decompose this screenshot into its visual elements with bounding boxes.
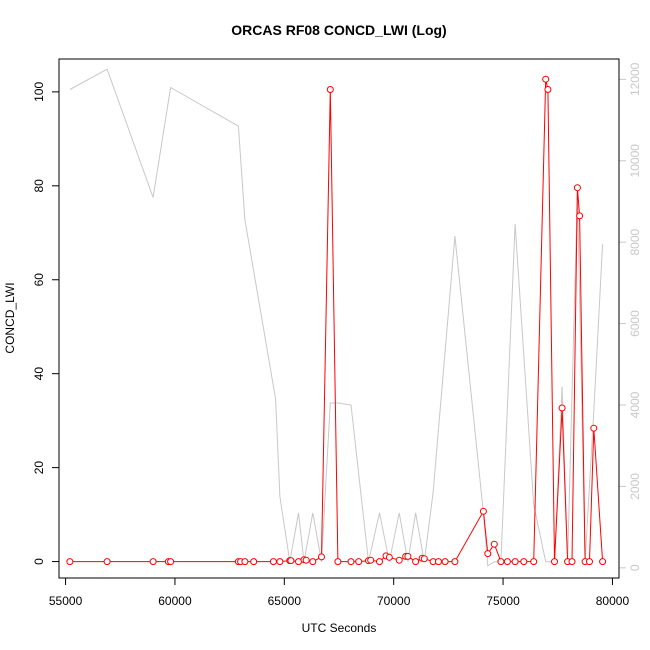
data-point bbox=[376, 558, 383, 566]
data-point bbox=[451, 558, 459, 566]
data-point bbox=[250, 558, 258, 566]
y2-tick-label: 2000 bbox=[628, 473, 642, 500]
data-point bbox=[511, 558, 519, 566]
data-point bbox=[395, 556, 403, 564]
axes: 55000 60000 65000 70000 75000 800000204060801… bbox=[32, 62, 642, 608]
x-tick-label: 80000 bbox=[596, 594, 630, 608]
y-axis-label: CONCD_LWI bbox=[3, 282, 17, 353]
data-point bbox=[420, 555, 428, 563]
data-point bbox=[326, 86, 334, 93]
data-point bbox=[497, 558, 505, 566]
data-point bbox=[520, 558, 528, 566]
series-primary bbox=[66, 75, 607, 566]
data-point bbox=[573, 184, 581, 192]
data-point bbox=[66, 558, 74, 566]
y-tick-label: 100 bbox=[32, 82, 46, 102]
x-tick-label: 55000 bbox=[49, 594, 83, 608]
data-point bbox=[241, 558, 249, 566]
data-point bbox=[551, 558, 558, 566]
data-point bbox=[586, 558, 593, 566]
data-point bbox=[490, 540, 498, 548]
data-point bbox=[479, 507, 487, 515]
data-point bbox=[576, 212, 584, 220]
data-point bbox=[103, 558, 111, 566]
y2-tick-label: 8000 bbox=[628, 229, 642, 256]
x-tick-label: 65000 bbox=[268, 594, 302, 608]
data-point bbox=[558, 404, 566, 412]
data-point bbox=[167, 558, 175, 566]
data-point bbox=[503, 558, 511, 566]
data-point bbox=[367, 556, 375, 564]
data-point bbox=[484, 550, 492, 558]
data-point bbox=[149, 558, 157, 566]
y2-tick-label: 10000 bbox=[628, 144, 642, 178]
y2-tick-label: 4000 bbox=[628, 391, 642, 418]
y-tick-label: 0 bbox=[32, 558, 46, 565]
data-point bbox=[276, 558, 284, 566]
x-tick-label: 70000 bbox=[377, 594, 411, 608]
data-point bbox=[287, 557, 295, 565]
data-point bbox=[441, 558, 449, 566]
y-tick-label: 40 bbox=[32, 367, 46, 381]
x-tick-label: 75000 bbox=[486, 594, 520, 608]
x-axis-label: UTC Seconds bbox=[302, 621, 377, 635]
data-point bbox=[404, 552, 412, 560]
plot-frame bbox=[58, 58, 620, 579]
data-point bbox=[542, 75, 550, 83]
data-point bbox=[318, 553, 325, 561]
data-point bbox=[355, 558, 363, 566]
data-point bbox=[544, 86, 552, 93]
y-tick-label: 60 bbox=[32, 273, 46, 287]
data-point bbox=[435, 558, 442, 566]
data-point bbox=[568, 558, 576, 566]
y-tick-label: 80 bbox=[32, 179, 46, 193]
data-point bbox=[530, 558, 538, 566]
data-point bbox=[385, 553, 393, 561]
data-point bbox=[412, 558, 420, 566]
chart-title: ORCAS RF08 CONCD_LWI (Log) bbox=[231, 22, 446, 38]
x-tick-label: 60000 bbox=[158, 594, 192, 608]
data-point bbox=[599, 558, 607, 566]
y2-tick-label: 0 bbox=[628, 564, 642, 571]
y2-tick-label: 12000 bbox=[628, 62, 642, 96]
data-point bbox=[590, 424, 598, 432]
data-point bbox=[309, 558, 317, 566]
data-point bbox=[334, 558, 342, 566]
data-point bbox=[347, 558, 355, 566]
data-point bbox=[269, 558, 277, 566]
y2-tick-label: 6000 bbox=[628, 310, 642, 337]
data-point bbox=[302, 556, 310, 564]
y-tick-label: 20 bbox=[32, 461, 46, 475]
